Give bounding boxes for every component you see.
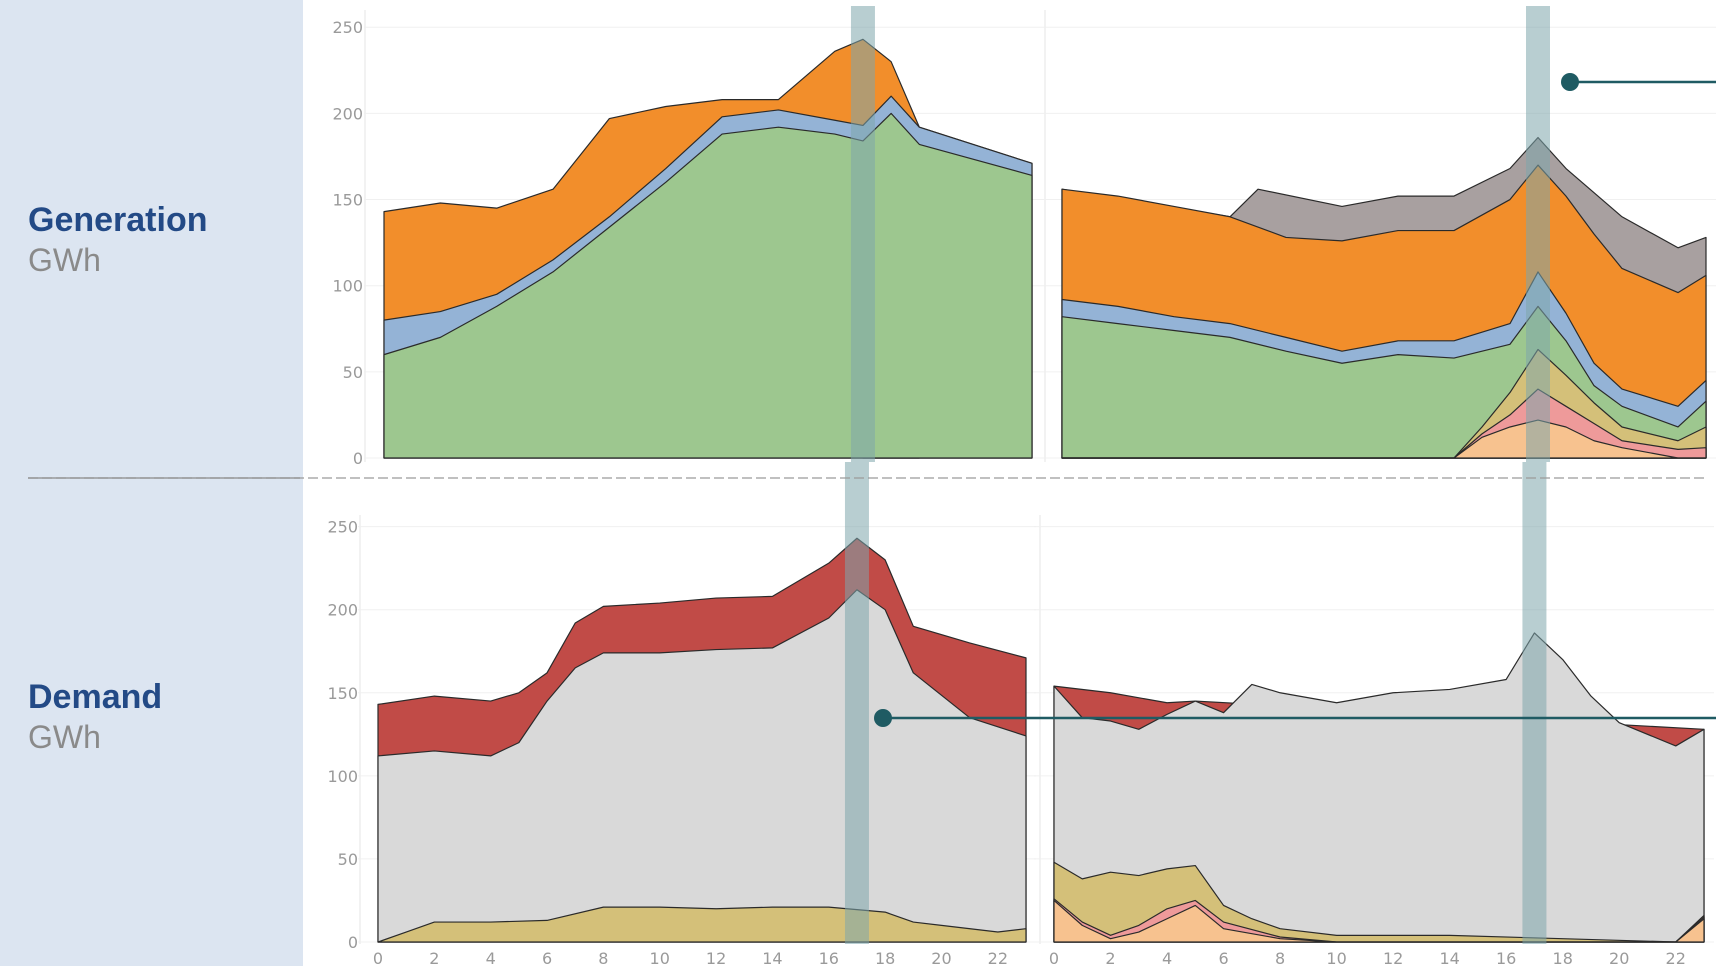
area-series-peach bbox=[1053, 899, 1705, 943]
x-tick-label: 2 bbox=[429, 949, 439, 966]
panel-demand-right: 0 2 4 6 8 10 12 14 16 18 20 22 bbox=[1034, 462, 1714, 966]
x-tick-label: 18 bbox=[875, 949, 895, 966]
x-tick-label: 12 bbox=[1383, 949, 1403, 966]
x-tick-label: 20 bbox=[1609, 949, 1629, 966]
y-tick-label: 200 bbox=[332, 104, 363, 123]
x-tick-label: 16 bbox=[819, 949, 839, 966]
x-tick-label: 14 bbox=[762, 949, 782, 966]
x-tick-label: 14 bbox=[1439, 949, 1459, 966]
y-tick-label: 250 bbox=[327, 518, 358, 537]
panel-demand-left: 0 50 100 150 200 250 0 2 4 6 8 10 12 14 16 18 20 22 bbox=[327, 462, 1036, 966]
panel-generation-right bbox=[1042, 6, 1716, 462]
annotation-dot-generation bbox=[1561, 73, 1579, 91]
demand-row-label: Demand GWh bbox=[28, 677, 162, 757]
y-tick-label: 0 bbox=[348, 933, 358, 952]
x-tick-label: 22 bbox=[988, 949, 1008, 966]
x-tick-label: 4 bbox=[486, 949, 496, 966]
y-tick-label: 50 bbox=[338, 850, 358, 869]
generation-unit: GWh bbox=[28, 242, 101, 278]
x-tick-label: 12 bbox=[706, 949, 726, 966]
panel-generation-left: 0 50 100 150 200 250 bbox=[332, 6, 1042, 468]
x-tick-label: 16 bbox=[1496, 949, 1516, 966]
y-tick-label: 200 bbox=[327, 601, 358, 620]
x-tick-label: 18 bbox=[1553, 949, 1573, 966]
y-tick-label: 50 bbox=[343, 363, 363, 382]
x-tick-label: 22 bbox=[1666, 949, 1686, 966]
x-tick-label: 4 bbox=[1162, 949, 1172, 966]
x-tick-label: 0 bbox=[373, 949, 383, 966]
y-tick-label: 0 bbox=[353, 449, 363, 468]
highlight-band bbox=[1526, 6, 1550, 462]
highlight-band bbox=[850, 6, 875, 462]
x-tick-label: 8 bbox=[598, 949, 608, 966]
y-tick-label: 100 bbox=[332, 277, 363, 296]
y-tick-label: 100 bbox=[327, 767, 358, 786]
x-tick-label: 6 bbox=[542, 949, 552, 966]
x-tick-label: 10 bbox=[650, 949, 670, 966]
demand-title: Demand bbox=[28, 678, 163, 716]
x-tick-label: 0 bbox=[1049, 949, 1059, 966]
x-tick-label: 6 bbox=[1218, 949, 1228, 966]
generation-row-label: Generation GWh bbox=[28, 200, 207, 280]
demand-unit: GWh bbox=[28, 719, 101, 755]
x-tick-label: 2 bbox=[1105, 949, 1115, 966]
x-tick-label: 20 bbox=[931, 949, 951, 966]
row-header-background bbox=[0, 0, 303, 966]
y-tick-label: 150 bbox=[327, 684, 358, 703]
x-tick-label: 8 bbox=[1275, 949, 1285, 966]
generation-title: Generation bbox=[28, 201, 208, 239]
highlight-band bbox=[844, 462, 869, 944]
highlight-band bbox=[1522, 462, 1547, 944]
annotation-dot-demand bbox=[874, 709, 892, 727]
y-tick-label: 250 bbox=[332, 18, 363, 37]
y-tick-label: 150 bbox=[332, 191, 363, 210]
x-tick-label: 10 bbox=[1326, 949, 1346, 966]
